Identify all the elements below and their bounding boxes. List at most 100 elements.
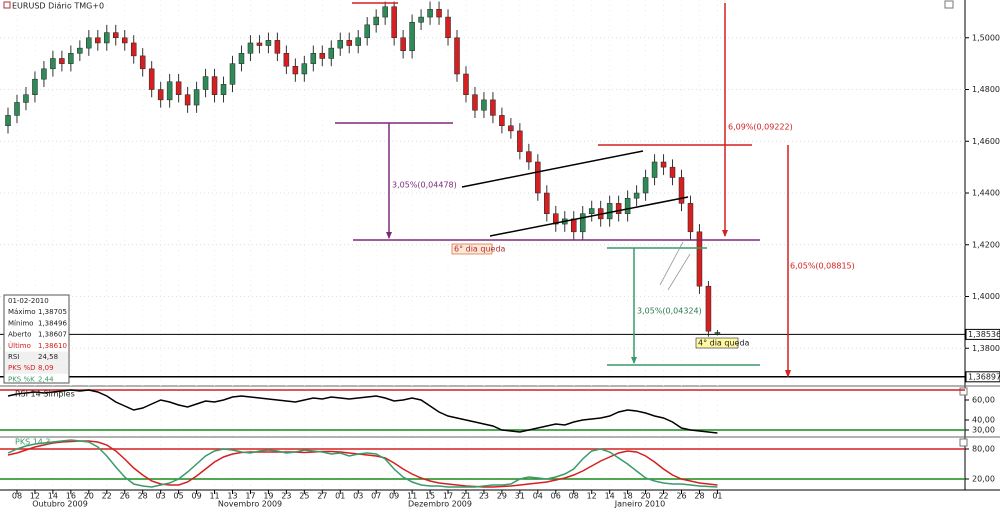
candle-body xyxy=(86,37,92,49)
candle-body xyxy=(77,47,83,54)
indicator-line xyxy=(7,440,718,488)
candle-body xyxy=(624,197,631,214)
candle-body xyxy=(418,16,424,23)
candle-body xyxy=(633,192,640,199)
month-label: Dezembro 2009 xyxy=(408,500,472,508)
x-tick-label: 17 xyxy=(245,492,255,501)
candle-body xyxy=(499,115,505,126)
candle-body xyxy=(346,40,352,46)
y-tick-label: 1,38000 xyxy=(972,344,1000,353)
x-tick-label: 26 xyxy=(120,492,130,501)
candle-body xyxy=(642,177,649,194)
x-tick-label: 25 xyxy=(299,492,309,501)
info-label: PKS %K xyxy=(8,375,35,383)
x-tick-label: 14 xyxy=(605,492,615,501)
x-tick-label: 07 xyxy=(371,492,381,501)
y-tick-label: 1,44000 xyxy=(972,189,1000,198)
candle-body xyxy=(391,6,397,39)
y-tick-label: 1,42000 xyxy=(972,240,1000,249)
candle-body xyxy=(660,161,667,168)
x-tick-label: 09 xyxy=(389,492,399,501)
y-tick-label: 1,46000 xyxy=(972,137,1000,146)
price-level-label: 1,38536 xyxy=(968,330,1000,339)
candle-body xyxy=(265,40,272,46)
x-tick-label: 05 xyxy=(174,492,184,501)
candle-body xyxy=(669,166,676,178)
window-button[interactable] xyxy=(944,0,954,9)
annotation: 3,05%(0,04478) xyxy=(392,181,457,190)
candle-body xyxy=(490,99,496,116)
candle-body xyxy=(687,203,694,233)
y-tick-label: 40,00 xyxy=(972,416,995,425)
x-tick-label: 12 xyxy=(587,492,597,501)
candle-body xyxy=(121,37,128,44)
arrow-head xyxy=(722,230,728,237)
candle-body xyxy=(193,89,200,106)
info-label: Mínimo xyxy=(8,319,33,327)
x-tick-label: 26 xyxy=(676,492,686,501)
window-button[interactable] xyxy=(959,438,968,447)
candle-body xyxy=(517,130,523,152)
x-tick-label: 03 xyxy=(353,492,363,501)
x-tick-label: 15 xyxy=(425,492,435,501)
x-tick-label: 23 xyxy=(281,492,291,501)
candle-body xyxy=(445,16,451,39)
candle-body xyxy=(220,84,227,95)
candle-body xyxy=(14,102,20,116)
drawings xyxy=(335,2,791,378)
candle-body xyxy=(588,208,595,214)
annotation: 6,09%(0,09222) xyxy=(728,123,793,132)
annotation-box xyxy=(695,337,739,349)
x-tick-label: 16 xyxy=(66,492,76,501)
x-tick-label: 03 xyxy=(156,492,166,501)
y-tick-label: 1,50000 xyxy=(972,33,1000,42)
symbol-icon xyxy=(3,1,11,9)
x-tick-label: 11 xyxy=(209,492,219,501)
y-tick-label: 30,00 xyxy=(972,426,995,435)
info-value: 1,38705 xyxy=(38,308,67,316)
x-tick-label: 13 xyxy=(227,492,237,501)
price-level-box xyxy=(965,328,1000,340)
x-tick-label: 06 xyxy=(551,492,561,501)
candle-body xyxy=(202,76,209,90)
annotation: 6,05%(0,08815) xyxy=(790,262,855,271)
candle-body xyxy=(463,73,469,95)
x-tick-label: 20 xyxy=(84,492,94,501)
candle-body xyxy=(157,89,164,101)
candle-body xyxy=(651,161,658,178)
candle-body xyxy=(606,203,613,220)
info-label: RSI xyxy=(8,353,19,361)
x-tick-label: 01 xyxy=(335,492,345,501)
indicator-label: PKS 14,3 xyxy=(15,438,51,447)
price-level-box xyxy=(965,371,1000,383)
info-value: 1,38496 xyxy=(38,319,67,327)
info-label: Aberto xyxy=(8,331,31,339)
candle-body xyxy=(166,81,173,101)
candle-body xyxy=(400,37,406,51)
arrow-head xyxy=(785,370,791,378)
info-box: 01-02-2010 Máximo 1,38705 Mínimo 1,38496 Aber… xyxy=(3,294,70,384)
candle-body xyxy=(472,94,478,111)
candle-body xyxy=(526,151,532,163)
candle-body xyxy=(292,65,299,75)
candle-body xyxy=(256,42,263,46)
candle-body xyxy=(23,94,29,103)
window-button[interactable] xyxy=(959,387,968,396)
candle-body xyxy=(229,63,236,85)
candle-body xyxy=(454,37,460,75)
candle-body xyxy=(283,53,290,67)
x-tick-label: 21 xyxy=(461,492,471,501)
candle-body xyxy=(570,218,577,233)
month-label: Novembro 2009 xyxy=(218,500,282,508)
candle-body xyxy=(184,94,191,106)
candle-body xyxy=(364,24,370,39)
candle-body xyxy=(373,16,379,26)
candle-body xyxy=(535,161,541,194)
info-value: 24,58 xyxy=(38,353,58,361)
arrow-head xyxy=(386,232,392,239)
x-tick-label: 11 xyxy=(407,492,417,501)
candle-body xyxy=(247,42,254,54)
annotation: 4° dia queda xyxy=(698,339,750,348)
info-label: 01-02-2010 xyxy=(8,297,49,305)
x-tick-label: 17 xyxy=(443,492,453,501)
